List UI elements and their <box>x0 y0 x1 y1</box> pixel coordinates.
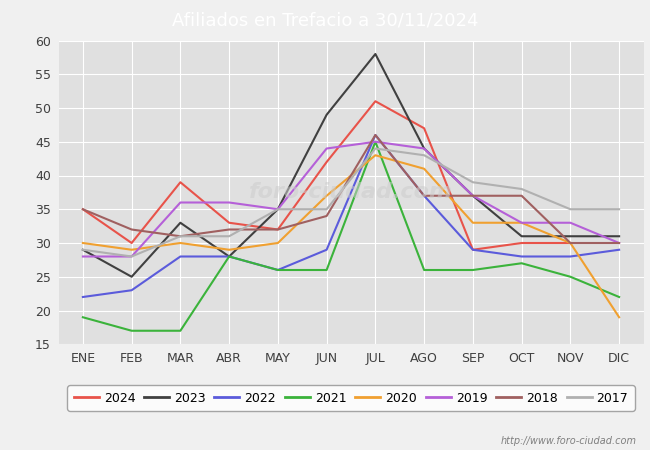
Text: foro-ciudad.com: foro-ciudad.com <box>249 182 453 202</box>
Legend: 2024, 2023, 2022, 2021, 2020, 2019, 2018, 2017: 2024, 2023, 2022, 2021, 2020, 2019, 2018… <box>68 386 634 411</box>
Text: Afiliados en Trefacio a 30/11/2024: Afiliados en Trefacio a 30/11/2024 <box>172 11 478 29</box>
Text: http://www.foro-ciudad.com: http://www.foro-ciudad.com <box>501 436 637 446</box>
